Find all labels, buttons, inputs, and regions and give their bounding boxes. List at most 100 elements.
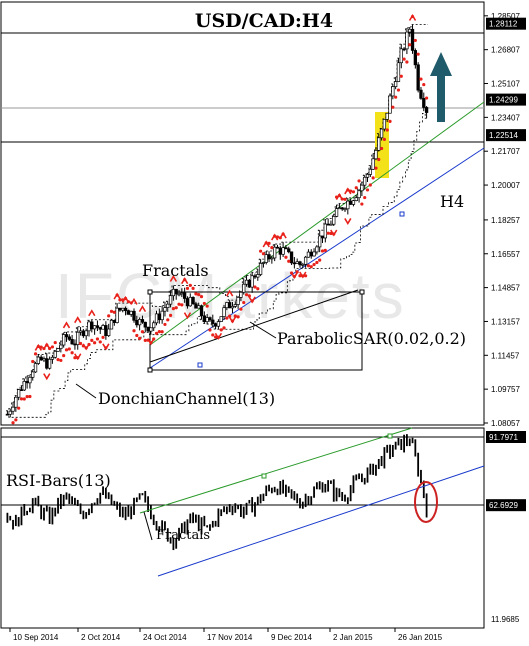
candle-body — [348, 200, 353, 205]
time-axis: 10 Sep 2014 2 Oct 2014 24 Oct 2014 17 Nov 2… — [9, 628, 443, 642]
price-tick-label: 1.14857 — [491, 284, 520, 293]
sar-dot — [405, 60, 409, 64]
fractal-up-marker — [34, 343, 43, 351]
candle-body — [303, 256, 308, 265]
candle-body — [208, 317, 212, 321]
fractal-down-marker — [214, 332, 223, 340]
candle-body — [152, 322, 156, 329]
sar-dot — [374, 166, 378, 170]
price-tick-label: 1.08057 — [491, 419, 520, 428]
candle-body — [408, 28, 412, 33]
candle-body — [264, 254, 268, 263]
candle-body — [185, 298, 190, 307]
candle-body — [379, 128, 384, 139]
sar-dot — [174, 306, 178, 310]
fractals-label: Fractals — [142, 261, 209, 280]
candle-body — [157, 313, 161, 321]
sar-dot — [53, 340, 57, 345]
sar-dot — [326, 231, 330, 235]
fractal-down-marker — [344, 218, 352, 225]
candle-body — [182, 292, 187, 299]
time-tick-label: 10 Sep 2014 — [13, 633, 59, 642]
sar-dot — [422, 82, 426, 87]
sar-dot — [11, 421, 15, 425]
rsi-trend-marker — [387, 433, 393, 439]
price-panel-frame — [0, 1, 485, 426]
candle-body — [270, 257, 274, 260]
sar-dot — [222, 326, 226, 330]
candle-body — [107, 328, 111, 337]
candle-body — [64, 334, 69, 338]
fractal-up-marker — [279, 231, 287, 239]
rsi-level-box — [486, 431, 526, 443]
rsi-highlight-ellipse — [414, 481, 438, 523]
candle-body — [19, 389, 24, 391]
sar-dot — [219, 328, 223, 332]
channel-marker — [197, 362, 203, 368]
sar-dot — [379, 146, 384, 151]
fractal-down-marker — [248, 296, 256, 304]
sar-dot — [287, 259, 291, 263]
sar-dot — [354, 186, 358, 190]
sar-dot — [118, 298, 122, 302]
candle-body — [228, 302, 232, 309]
sar-dot — [351, 190, 356, 194]
candle-body — [166, 303, 170, 309]
sar-dot — [93, 341, 97, 345]
candle-body — [399, 48, 403, 64]
fractal-up-marker — [270, 233, 279, 241]
sar-dot — [107, 314, 111, 318]
price-level-box — [486, 93, 526, 106]
sar-dot — [323, 248, 327, 253]
sar-dot — [382, 137, 386, 141]
rsi-trend-line-blue — [157, 465, 485, 577]
candle-body — [149, 327, 153, 332]
candle-body — [236, 297, 240, 305]
sar-dot — [154, 331, 159, 335]
candle-body — [332, 216, 336, 225]
candle-body — [368, 168, 372, 175]
candle-body — [351, 200, 356, 205]
candle-body — [177, 293, 181, 296]
candle-body — [402, 48, 406, 51]
sar-dot — [168, 313, 173, 317]
candle-body — [39, 356, 43, 361]
sar-dot — [270, 246, 274, 250]
candle-body — [31, 371, 35, 378]
time-tick-label: 2 Oct 2014 — [81, 633, 121, 642]
sar-dot — [309, 265, 313, 269]
sar-dot — [259, 249, 263, 253]
sar-dot — [242, 300, 246, 305]
candle-body — [123, 307, 128, 311]
candle-body — [8, 410, 12, 415]
candle-body — [261, 262, 266, 264]
candle-body — [340, 207, 344, 210]
sar-dot — [396, 88, 401, 92]
sar-dot — [424, 96, 429, 100]
candle-body — [132, 310, 136, 321]
fractal-up-marker — [335, 192, 344, 200]
sar-dot — [194, 292, 198, 296]
candle-body — [219, 316, 223, 322]
candle-body — [312, 251, 316, 257]
sar-dot — [138, 336, 142, 340]
sar-dot — [31, 359, 35, 364]
sar-dot — [419, 77, 423, 81]
rsi-level-label: 91.7971 — [489, 433, 518, 442]
sar-dot — [101, 335, 105, 339]
candle-body — [118, 307, 122, 311]
candle-body — [109, 319, 114, 330]
watermark: IFCMarkets — [55, 260, 406, 332]
rsi-trend-marker — [261, 473, 267, 479]
uptrend-line-blue — [149, 147, 485, 369]
candle-body — [410, 28, 415, 51]
candle-body — [28, 376, 32, 384]
sar-dot — [50, 345, 55, 349]
fractal-down-marker — [299, 271, 307, 279]
sar-dot — [318, 258, 322, 262]
up-arrow-icon — [430, 52, 452, 122]
candle-body — [87, 321, 91, 332]
candle-body — [188, 296, 192, 307]
box-corner-marker — [147, 367, 153, 373]
price-tick-label: 1.16557 — [491, 250, 520, 259]
